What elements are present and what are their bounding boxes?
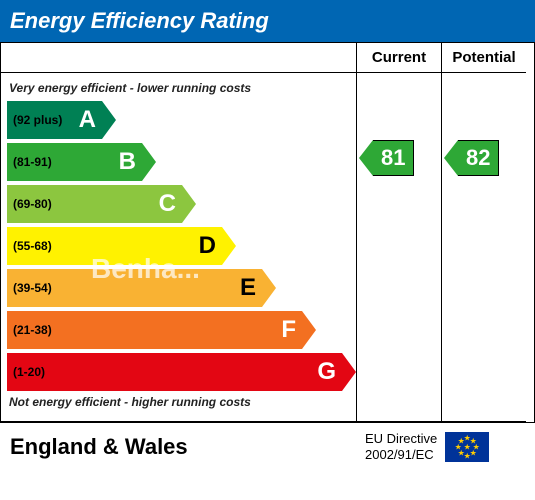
band-bar: (81-91) B	[7, 143, 142, 181]
band-letter: E	[240, 274, 256, 302]
band-range: (1-20)	[13, 365, 45, 379]
band-arrow-icon	[182, 185, 196, 223]
col-potential: Potential	[441, 43, 526, 73]
band-b: (81-91) B	[7, 143, 356, 181]
band-arrow-icon	[222, 227, 236, 265]
chart-title: Energy Efficiency Rating	[0, 0, 535, 42]
band-c: (69-80) C	[7, 185, 356, 223]
directive-label: EU Directive	[365, 431, 437, 447]
band-letter: C	[159, 190, 176, 218]
current-pointer: 81	[359, 140, 414, 176]
pointer-value: 82	[458, 140, 499, 176]
band-arrow-icon	[102, 101, 116, 139]
epc-chart: Energy Efficiency Rating Current Potenti…	[0, 0, 535, 470]
col-current: Current	[356, 43, 441, 73]
band-arrow-icon	[262, 269, 276, 307]
current-cell: 81	[356, 73, 441, 422]
eu-flag-icon	[445, 432, 489, 462]
note-bottom: Not energy efficient - higher running co…	[9, 395, 356, 409]
band-f: (21-38) F	[7, 311, 356, 349]
directive-text: EU Directive 2002/91/EC	[365, 431, 437, 462]
band-letter: G	[317, 358, 336, 386]
band-bar: (92 plus) A	[7, 101, 102, 139]
band-arrow-icon	[302, 311, 316, 349]
col-blank	[1, 43, 356, 73]
band-arrow-icon	[142, 143, 156, 181]
band-range: (69-80)	[13, 197, 52, 211]
band-letter: B	[119, 148, 136, 176]
band-bar: (39-54) E	[7, 269, 262, 307]
band-range: (39-54)	[13, 281, 52, 295]
band-a: (92 plus) A	[7, 101, 356, 139]
pointer-value: 81	[373, 140, 414, 176]
footer: England & Wales EU Directive 2002/91/EC	[0, 423, 535, 470]
pointer-arrow-icon	[444, 140, 458, 176]
band-letter: F	[281, 316, 296, 344]
band-d: (55-68) D	[7, 227, 356, 265]
band-e: (39-54) E	[7, 269, 356, 307]
band-bar: (1-20) G	[7, 353, 342, 391]
band-bar: (69-80) C	[7, 185, 182, 223]
rating-table: Current Potential Very energy efficient …	[0, 42, 535, 423]
directive-code: 2002/91/EC	[365, 447, 437, 463]
band-bar: (21-38) F	[7, 311, 302, 349]
bands-cell: Very energy efficient - lower running co…	[1, 73, 356, 422]
band-arrow-icon	[342, 353, 356, 391]
band-letter: D	[199, 232, 216, 260]
band-range: (81-91)	[13, 155, 52, 169]
potential-pointer: 82	[444, 140, 499, 176]
footer-right: EU Directive 2002/91/EC	[365, 431, 535, 462]
pointer-arrow-icon	[359, 140, 373, 176]
footer-region: England & Wales	[10, 434, 365, 460]
band-letter: A	[79, 106, 96, 134]
band-bar: (55-68) D	[7, 227, 222, 265]
band-g: (1-20) G	[7, 353, 356, 391]
band-range: (92 plus)	[13, 113, 62, 127]
band-range: (21-38)	[13, 323, 52, 337]
potential-cell: 82	[441, 73, 526, 422]
band-range: (55-68)	[13, 239, 52, 253]
note-top: Very energy efficient - lower running co…	[9, 81, 356, 95]
